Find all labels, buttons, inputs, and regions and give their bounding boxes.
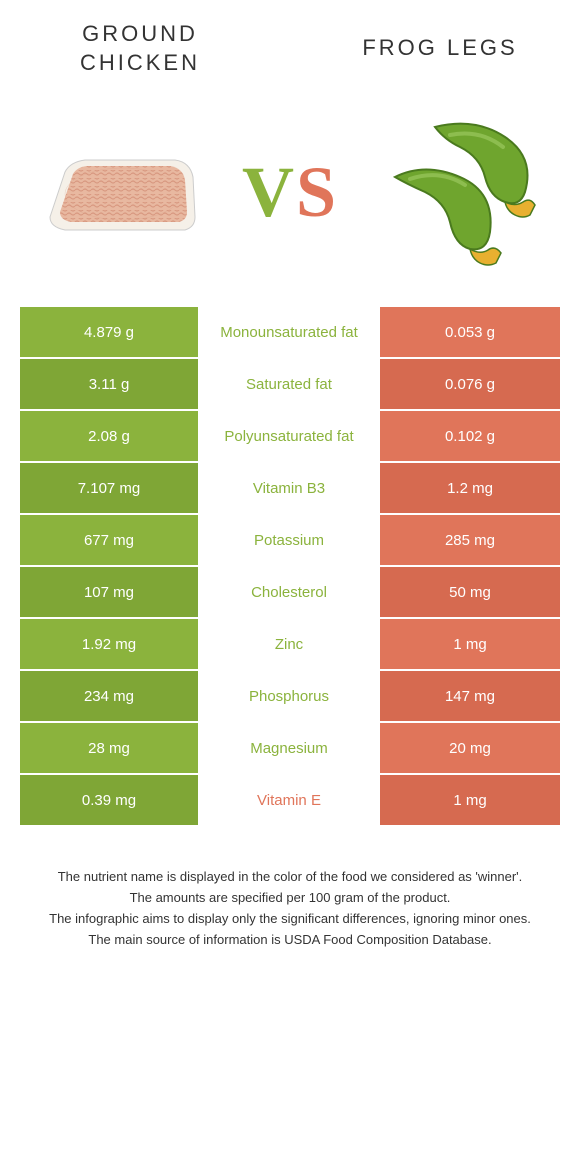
images-row: VS xyxy=(0,87,580,307)
nutrient-label-cell: Vitamin E xyxy=(200,775,380,827)
nutrient-label-cell: Monounsaturated fat xyxy=(200,307,380,359)
right-value-cell: 147 mg xyxy=(380,671,560,723)
right-food-title: Frog legs xyxy=(340,34,540,63)
right-value-cell: 1 mg xyxy=(380,775,560,827)
ground-chicken-icon xyxy=(35,122,205,262)
right-value-cell: 0.076 g xyxy=(380,359,560,411)
right-value-cell: 1.2 mg xyxy=(380,463,560,515)
left-value-cell: 107 mg xyxy=(20,567,200,619)
left-value-cell: 7.107 mg xyxy=(20,463,200,515)
nutrient-label-cell: Zinc xyxy=(200,619,380,671)
table-row: 107 mgCholesterol50 mg xyxy=(20,567,560,619)
table-row: 4.879 gMonounsaturated fat0.053 g xyxy=(20,307,560,359)
footer-line-1: The nutrient name is displayed in the co… xyxy=(30,867,550,888)
nutrient-label-cell: Magnesium xyxy=(200,723,380,775)
left-value-cell: 0.39 mg xyxy=(20,775,200,827)
vs-v-letter: V xyxy=(242,152,296,232)
footer-line-2: The amounts are specified per 100 gram o… xyxy=(30,888,550,909)
footer-line-3: The infographic aims to display only the… xyxy=(30,909,550,930)
footer-notes: The nutrient name is displayed in the co… xyxy=(0,827,580,970)
right-value-cell: 0.102 g xyxy=(380,411,560,463)
table-row: 2.08 gPolyunsaturated fat0.102 g xyxy=(20,411,560,463)
right-value-cell: 0.053 g xyxy=(380,307,560,359)
table-row: 677 mgPotassium285 mg xyxy=(20,515,560,567)
nutrient-label-cell: Cholesterol xyxy=(200,567,380,619)
vs-s-letter: S xyxy=(296,152,338,232)
left-value-cell: 3.11 g xyxy=(20,359,200,411)
right-value-cell: 285 mg xyxy=(380,515,560,567)
left-value-cell: 677 mg xyxy=(20,515,200,567)
left-value-cell: 28 mg xyxy=(20,723,200,775)
nutrient-label-cell: Polyunsaturated fat xyxy=(200,411,380,463)
right-value-cell: 50 mg xyxy=(380,567,560,619)
right-value-cell: 20 mg xyxy=(380,723,560,775)
footer-line-4: The main source of information is USDA F… xyxy=(30,930,550,951)
nutrient-label-cell: Vitamin B3 xyxy=(200,463,380,515)
table-row: 7.107 mgVitamin B31.2 mg xyxy=(20,463,560,515)
nutrient-label-cell: Phosphorus xyxy=(200,671,380,723)
table-row: 234 mgPhosphorus147 mg xyxy=(20,671,560,723)
left-value-cell: 4.879 g xyxy=(20,307,200,359)
ground-chicken-image xyxy=(30,102,210,282)
nutrient-label-cell: Potassium xyxy=(200,515,380,567)
left-value-cell: 2.08 g xyxy=(20,411,200,463)
comparison-table: 4.879 gMonounsaturated fat0.053 g3.11 gS… xyxy=(20,307,560,827)
header-row: Ground chicken Frog legs xyxy=(0,0,580,87)
table-row: 28 mgMagnesium20 mg xyxy=(20,723,560,775)
frog-legs-icon xyxy=(375,107,545,277)
vs-label: VS xyxy=(242,151,338,234)
frog-legs-image xyxy=(370,102,550,282)
left-value-cell: 234 mg xyxy=(20,671,200,723)
left-food-title: Ground chicken xyxy=(40,20,240,77)
left-value-cell: 1.92 mg xyxy=(20,619,200,671)
table-row: 1.92 mgZinc1 mg xyxy=(20,619,560,671)
nutrient-label-cell: Saturated fat xyxy=(200,359,380,411)
right-value-cell: 1 mg xyxy=(380,619,560,671)
table-row: 0.39 mgVitamin E1 mg xyxy=(20,775,560,827)
table-row: 3.11 gSaturated fat0.076 g xyxy=(20,359,560,411)
